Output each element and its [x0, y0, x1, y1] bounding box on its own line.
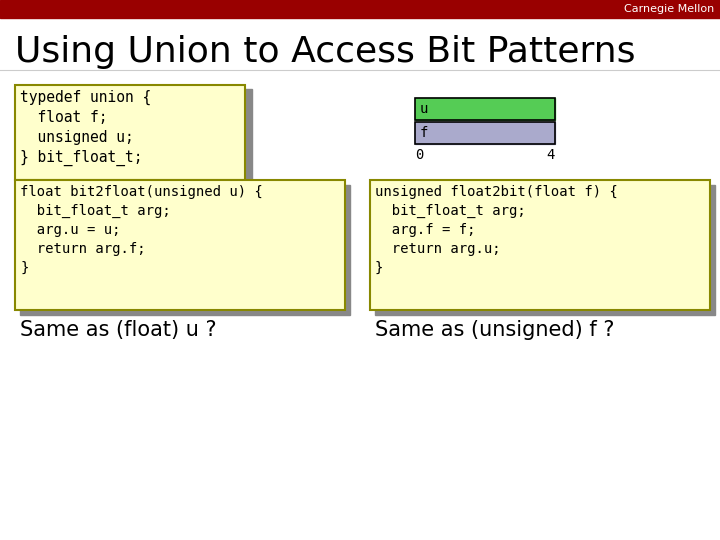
Text: 0: 0 [415, 148, 423, 162]
Bar [415, 122, 555, 144]
Text: f: f [420, 126, 428, 140]
Text: unsigned float2bit(float f) {
  bit_float_t arg;
  arg.f = f;
  return arg.u;
}: unsigned float2bit(float f) { bit_float_… [375, 185, 618, 275]
Bar [375, 185, 715, 315]
Bar [0, 0, 720, 18]
Text: float bit2float(unsigned u) {
  bit_float_t arg;
  arg.u = u;
  return arg.f;
}: float bit2float(unsigned u) { bit_float_… [20, 185, 263, 275]
Text: typedef union {
  float f;
  unsigned u;
} bit_float_t;: typedef union { float f; unsigned u; } b… [20, 90, 151, 166]
Bar [415, 98, 555, 120]
Text: Using Union to Access Bit Patterns: Using Union to Access Bit Patterns [15, 35, 636, 69]
Bar [20, 185, 350, 315]
Text: Same as (float) u ?: Same as (float) u ? [20, 320, 217, 340]
Text: Carnegie Mellon: Carnegie Mellon [624, 4, 714, 14]
Text: 4: 4 [546, 148, 555, 162]
Bar [415, 122, 555, 144]
FancyBboxPatch shape [15, 180, 345, 310]
Bar [415, 98, 555, 120]
Text: Same as (unsigned) f ?: Same as (unsigned) f ? [375, 320, 614, 340]
FancyBboxPatch shape [370, 180, 710, 310]
Bar [22, 89, 252, 184]
Text: u: u [420, 102, 428, 116]
FancyBboxPatch shape [15, 85, 245, 180]
